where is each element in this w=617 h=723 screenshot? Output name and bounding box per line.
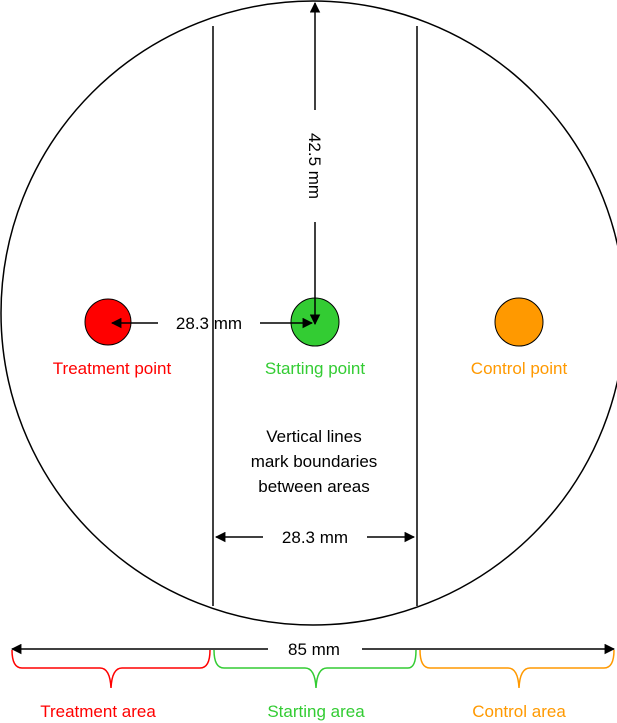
control-point (494, 297, 544, 347)
area-width-dimension-label: 28.3 mm (282, 528, 348, 547)
control-point-label: Control point (471, 359, 568, 378)
treatment-point (84, 298, 132, 346)
starting-area-brace (213, 649, 417, 689)
control-area-brace (419, 649, 615, 689)
treatment-area-brace (11, 649, 211, 689)
treatment-start-dimension-label: 28.3 mm (176, 314, 242, 333)
treatment-point-label: Treatment point (53, 359, 172, 378)
starting-area-label: Starting area (267, 702, 365, 721)
treatment-area-label: Treatment area (40, 702, 156, 721)
boundary-note-line-3: between areas (258, 477, 370, 496)
boundary-note-line-1: Vertical lines (266, 427, 361, 446)
control-area-label: Control area (472, 702, 566, 721)
boundary-note-line-2: mark boundaries (251, 452, 378, 471)
vertical-dimension-label: 42.5 mm (305, 133, 324, 199)
starting-point-label: Starting point (265, 359, 365, 378)
total-width-dimension-label: 85 mm (288, 640, 340, 659)
arena-circle (0, 0, 617, 626)
